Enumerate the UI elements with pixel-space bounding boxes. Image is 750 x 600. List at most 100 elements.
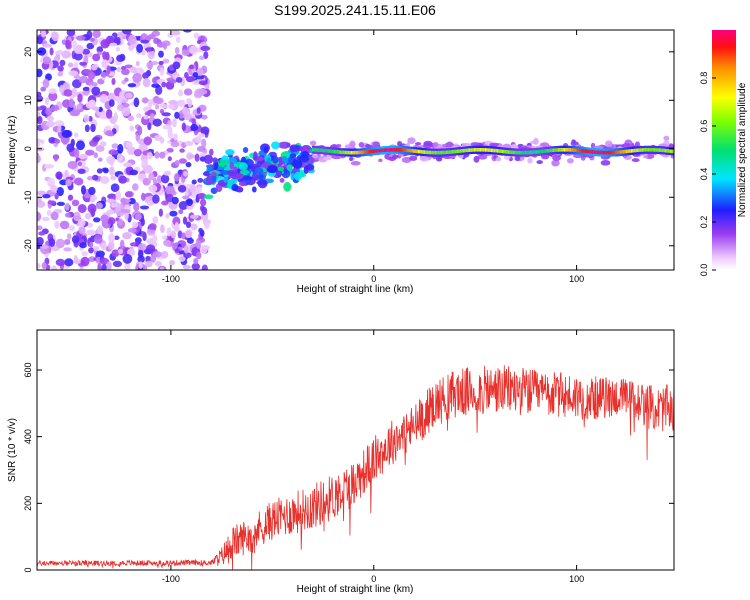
spectrogram-line-core xyxy=(656,148,659,152)
spectrogram-line-core xyxy=(341,150,343,155)
spectrogram-cell xyxy=(158,208,164,217)
spectrogram-line-core xyxy=(488,148,491,152)
spectrogram-cell xyxy=(191,179,197,185)
spectrogram-cell xyxy=(635,141,640,147)
spectrogram-cell xyxy=(112,260,123,268)
spectrogram-cell xyxy=(181,106,189,116)
spectrogram-cell xyxy=(73,52,83,61)
spectrogram-cell xyxy=(196,145,206,152)
spectrogram-cell xyxy=(97,225,103,236)
spectrogram-line-core xyxy=(490,148,493,153)
spectrogram-line-core xyxy=(441,150,443,155)
spectrogram-cell xyxy=(107,217,116,225)
spectrogram-cell xyxy=(142,77,151,88)
spectrogram-line-core xyxy=(449,150,452,154)
spectrogram-cell xyxy=(159,108,165,114)
spectrogram-cell xyxy=(181,232,186,240)
x-tick-label: 0 xyxy=(371,574,376,584)
spectrogram-line-core xyxy=(637,148,639,153)
spectrogram-line-core xyxy=(650,148,653,152)
spectrogram-cell xyxy=(37,95,44,103)
spectrogram-cell xyxy=(209,148,214,156)
spectrogram-line-core xyxy=(645,148,648,152)
spectrogram-cell xyxy=(133,148,142,157)
spectrogram-line-core xyxy=(522,150,525,155)
spectrogram-cell xyxy=(78,226,86,235)
spectrogram-cell xyxy=(203,154,214,165)
spectrogram-line-core xyxy=(420,149,423,154)
spectrogram-cell xyxy=(181,122,187,131)
spectrogram-line-core xyxy=(567,148,570,152)
spectrogram-line-core xyxy=(473,148,476,152)
spectrogram-cell xyxy=(37,115,43,125)
spectrogram-cell xyxy=(173,173,180,182)
spectrogram-line-core xyxy=(630,149,633,153)
spectrogram-line-core xyxy=(355,150,358,155)
spectrogram-line-core xyxy=(509,150,511,154)
spectrogram-cell xyxy=(55,171,63,180)
spectrogram-cell xyxy=(185,161,192,168)
spectrogram-line-core xyxy=(612,150,615,155)
spectrogram-cell xyxy=(186,237,194,244)
spectrogram-cell xyxy=(162,124,172,130)
spectrogram-cell xyxy=(89,37,95,42)
spectrogram-line-core xyxy=(369,149,371,154)
spectrogram-line-core xyxy=(406,148,409,153)
spectrogram-line-core xyxy=(333,149,336,154)
spectrogram-cell xyxy=(86,229,96,236)
spectrogram-cell xyxy=(129,66,137,74)
spectrogram-cell xyxy=(238,162,248,171)
spectrogram-line-core xyxy=(378,148,381,153)
spectrogram-cell xyxy=(116,152,123,162)
spectrogram-cell xyxy=(100,214,110,223)
spectrogram-cell xyxy=(277,166,285,171)
spectrogram-cell xyxy=(106,261,112,270)
spectrogram-cell xyxy=(336,144,342,148)
spectrogram-line-core xyxy=(336,150,339,154)
spectrogram-cell xyxy=(146,61,154,70)
spectrogram-cell xyxy=(189,45,199,55)
spectrogram-cell xyxy=(160,250,169,259)
spectrogram-cell xyxy=(218,161,226,168)
spectrogram-line-core xyxy=(526,150,528,155)
spectrogram-cell xyxy=(40,86,47,92)
spectrogram-line-core xyxy=(542,149,544,154)
spectrogram-line-core xyxy=(349,150,352,155)
spectrogram-line-core xyxy=(619,150,622,154)
spectrogram-cell xyxy=(116,54,125,62)
spectrogram-line-core xyxy=(639,148,642,152)
snr-marks xyxy=(37,365,674,570)
spectrogram-line-core xyxy=(618,150,621,154)
spectrogram-line-core xyxy=(610,150,612,155)
spectrogram-cell xyxy=(200,114,208,120)
spectrogram-cell xyxy=(201,138,207,149)
spectrogram-line-core xyxy=(343,150,346,155)
spectrogram-cell xyxy=(37,142,41,148)
spectrogram-cell xyxy=(83,114,90,123)
spectrogram-cell xyxy=(344,144,351,148)
spectrogram-cell xyxy=(198,80,208,86)
spectrogram-cell xyxy=(168,99,178,105)
spectrogram-cell xyxy=(109,166,115,176)
spectrogram-cell xyxy=(137,125,143,136)
spectrogram-cell xyxy=(91,64,98,71)
spectrogram-cell xyxy=(48,91,58,102)
spectrogram-line-core xyxy=(556,148,559,152)
spectrogram-cell xyxy=(89,197,95,203)
spectrogram-line-core xyxy=(672,149,674,154)
spectrogram-cell xyxy=(116,104,125,111)
spectrogram-cell xyxy=(414,142,422,146)
spectrogram-line-core xyxy=(360,150,363,155)
spectrogram-cell xyxy=(182,264,191,270)
spectrogram-cell xyxy=(423,140,433,146)
spectrogram-line-core xyxy=(402,148,404,152)
spectrogram-line-core xyxy=(469,148,471,152)
spectrogram-cell xyxy=(169,259,176,266)
spectrogram-line-core xyxy=(374,149,376,153)
spectrogram-cell xyxy=(51,265,58,270)
spectrogram-cell xyxy=(144,47,155,52)
spectrogram-cell xyxy=(167,103,175,110)
spectrogram-line-core xyxy=(376,149,379,153)
spectrogram-cell xyxy=(50,104,60,112)
spectrogram-cell xyxy=(271,141,280,150)
